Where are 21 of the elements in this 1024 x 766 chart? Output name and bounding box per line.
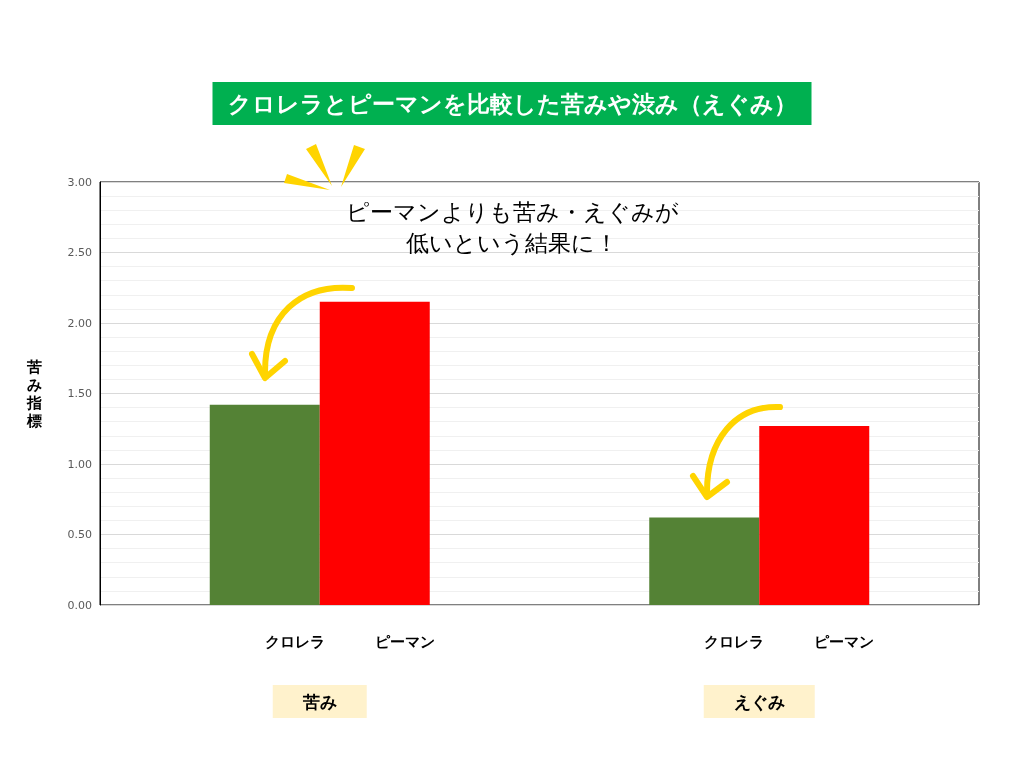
text: ピーマン [814,632,875,651]
text: クロレラ [704,632,765,651]
y-tick-label: 1.50 [67,387,92,400]
x-tick-label: 苦み [301,691,337,712]
bar [649,517,760,605]
annotation: ピーマンよりも苦み・えぐみが [345,199,679,225]
y-tick-label: 0.00 [67,598,92,612]
chart-title: クロレラとピーマンを比較した苦みや渋み（えぐみ） [227,90,797,117]
x-tick-label: えぐみ [733,691,785,712]
bar [209,404,320,605]
y-axis-title: 苦み指標 [26,357,42,430]
y-tick-label: 2.50 [67,246,92,259]
bar [319,301,430,605]
series-label: ピーマン [374,632,435,651]
bar [759,425,870,605]
y-tick-label: 0.50 [67,528,92,541]
series-label: クロレラ [264,632,325,651]
y-tick-label: 3.00 [67,175,92,189]
y-tick-label: 2.00 [67,316,92,330]
annotation: 低いという結果に！ [406,230,618,256]
y-tick-label: 1.00 [67,457,92,471]
